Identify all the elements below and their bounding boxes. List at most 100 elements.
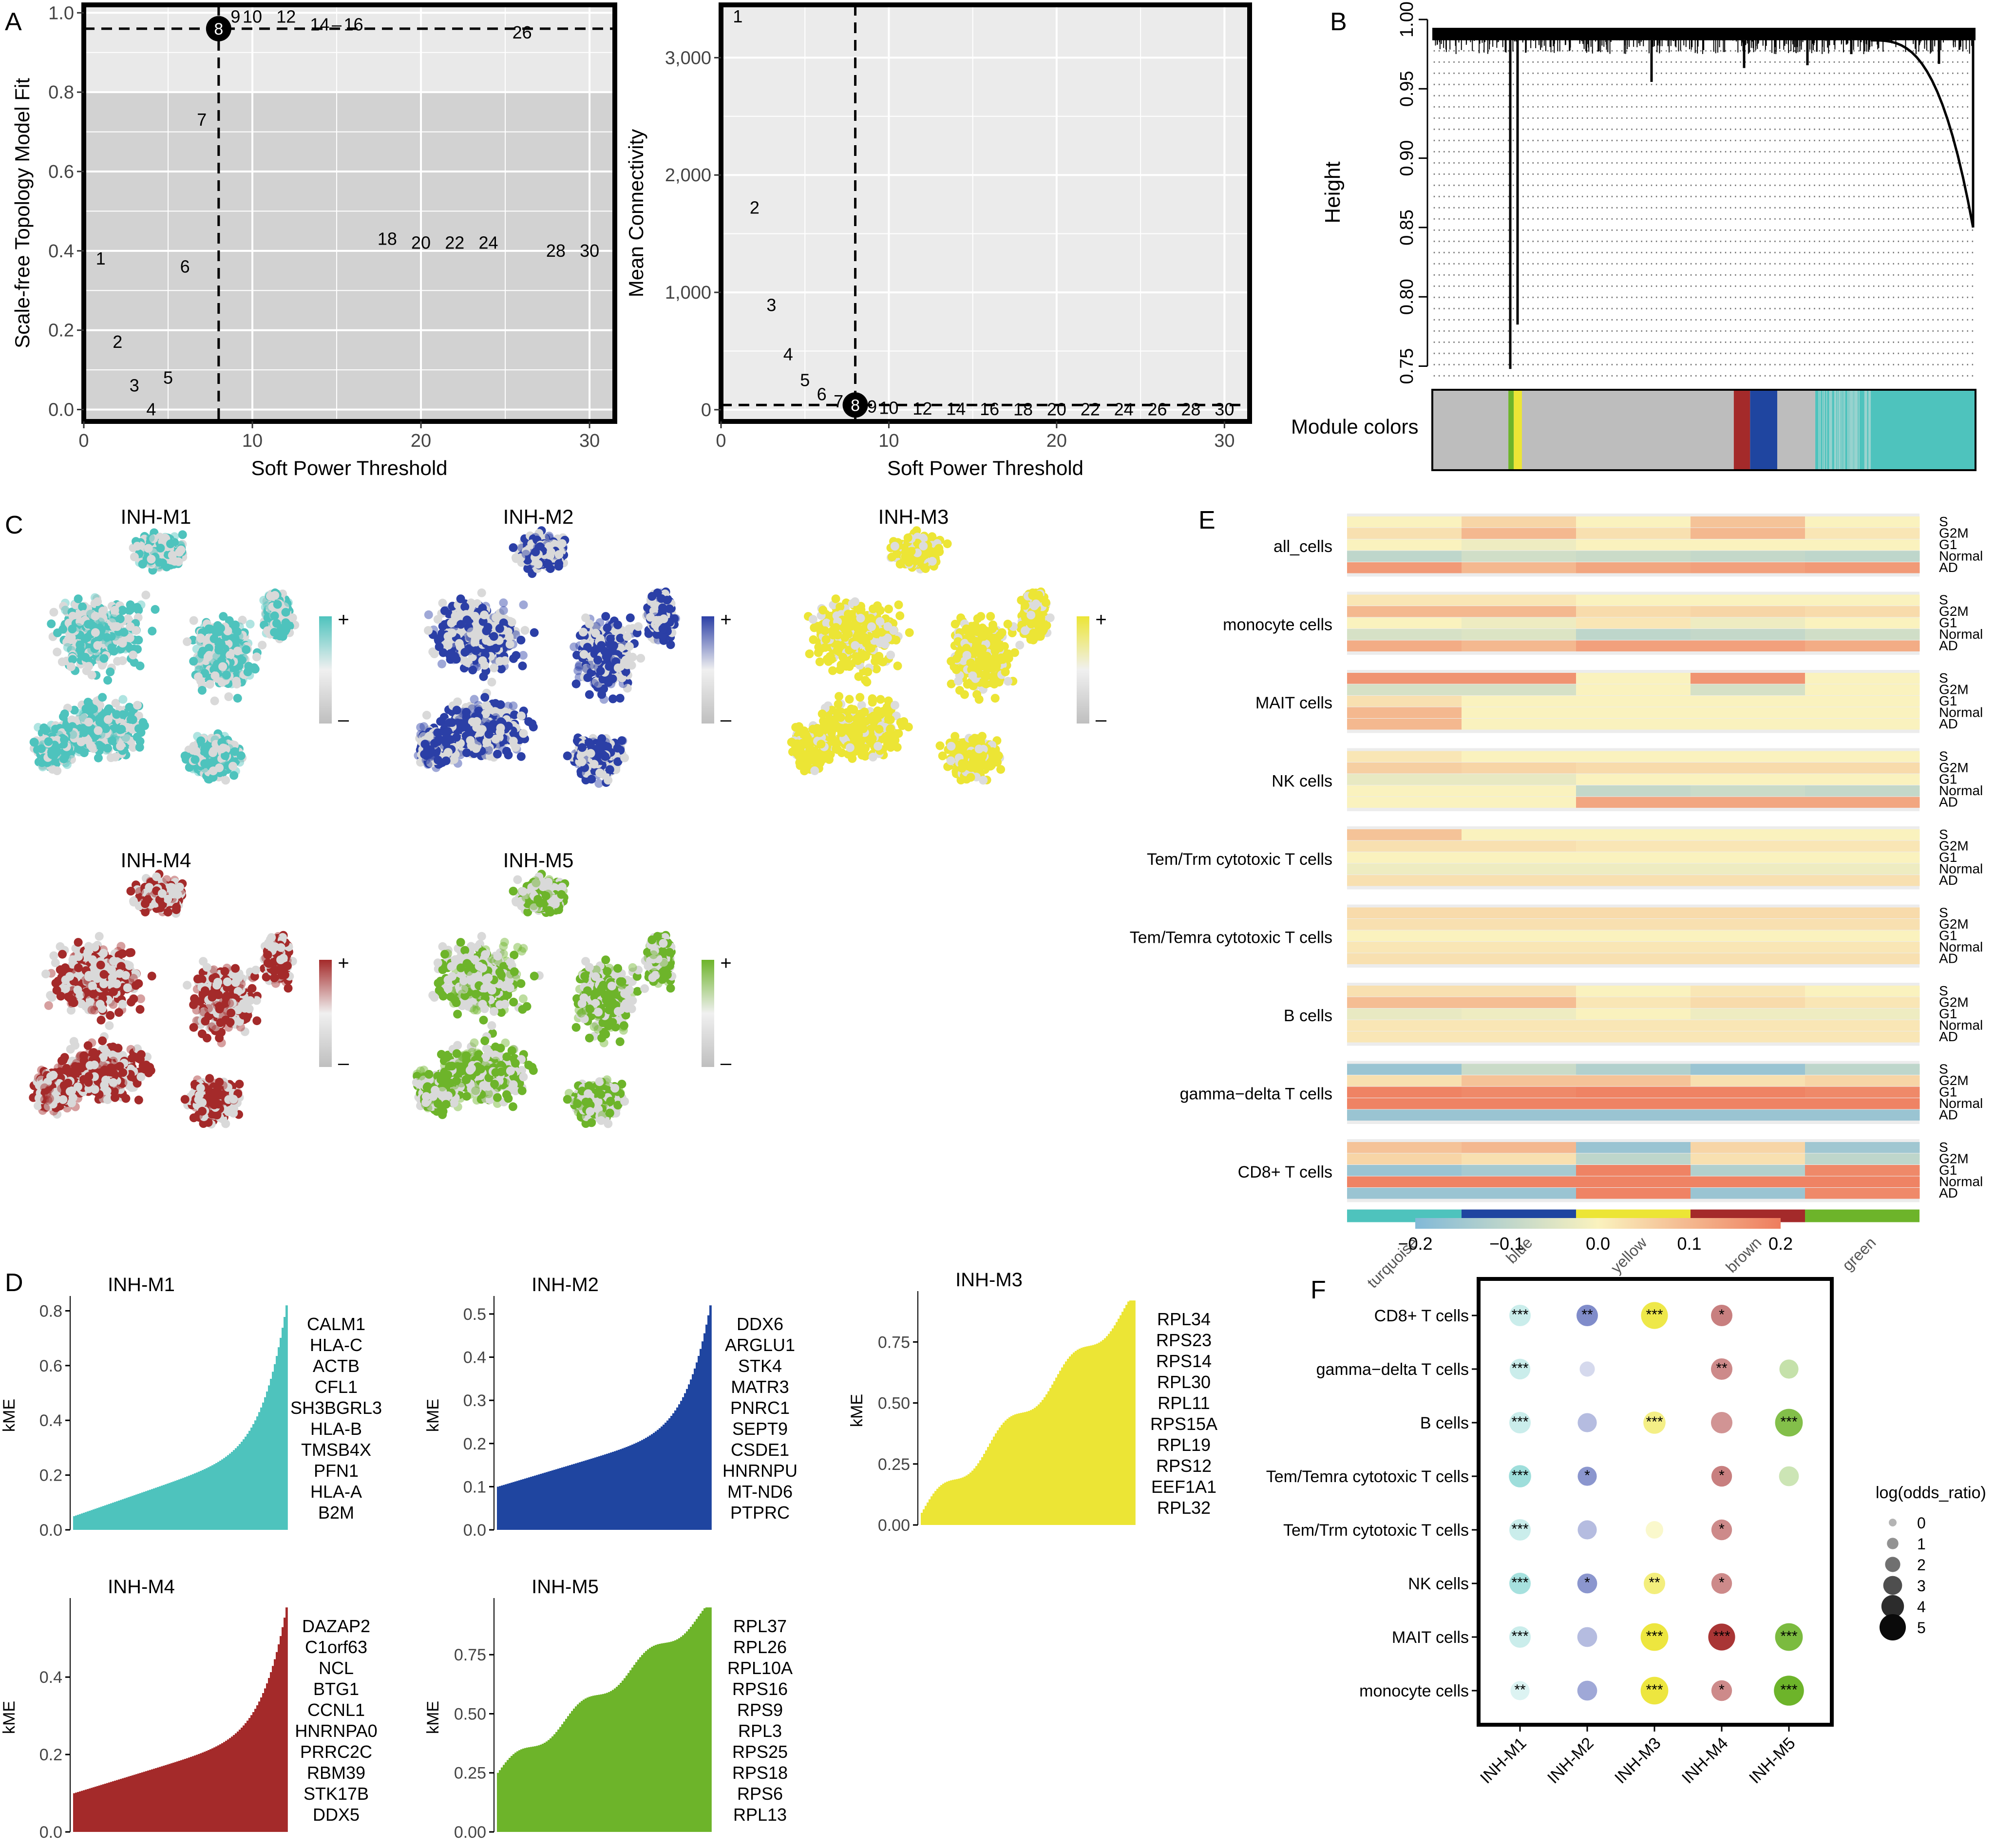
cell-point (78, 602, 87, 611)
y-tick-label: 0.0 (48, 400, 74, 420)
point-label: 4 (146, 400, 156, 419)
cell-point (204, 626, 213, 635)
cell-point (218, 743, 228, 753)
point-label: 10 (243, 6, 262, 26)
cell-point (130, 552, 139, 562)
cell-point (215, 763, 224, 772)
point-label: 16 (980, 399, 999, 419)
cell-point (189, 746, 198, 755)
cell-point (53, 766, 62, 775)
point-label: 6 (180, 256, 190, 276)
x-tick-label: 20 (1046, 431, 1067, 451)
cell-point (166, 539, 175, 549)
cell-point (39, 723, 49, 732)
cell-point (113, 657, 122, 666)
module-color-grey (1777, 390, 1816, 470)
module-color-brown (1733, 390, 1750, 470)
umap-panel-1: INH-M1 + – (29, 505, 349, 785)
point-label: 6 (817, 384, 827, 404)
cell-point (438, 598, 447, 608)
point-label: 22 (445, 233, 464, 253)
dendrogram-branch (1870, 39, 1975, 228)
point-label: 18 (378, 229, 397, 248)
selected-power-marker (206, 16, 231, 41)
y-tick-label: 0.8 (48, 82, 74, 103)
module-color-green (1508, 390, 1514, 470)
cell-point (212, 652, 222, 661)
cell-point (98, 621, 107, 630)
module-color-turquoise (1815, 390, 1976, 470)
y-tick-label: 0.80 (1397, 279, 1417, 315)
cell-point (144, 544, 153, 553)
cell-point (224, 692, 233, 701)
point-label: 1 (96, 248, 106, 268)
cell-point (84, 718, 93, 726)
cell-point (496, 700, 505, 709)
cell-point (424, 626, 433, 635)
y-tick-label: 1,000 (665, 283, 711, 303)
cell-point (60, 735, 69, 744)
point-label: 14 (946, 399, 966, 419)
point-label: 18 (1013, 399, 1033, 419)
y-axis-label: Mean Connectivity (625, 129, 647, 298)
cell-point (81, 653, 90, 662)
cell-point (146, 533, 155, 542)
y-tick-label: 0 (701, 400, 711, 420)
cell-point (617, 736, 627, 745)
point-label: 9 (230, 6, 240, 26)
cell-point (210, 671, 220, 680)
cell-point (133, 542, 142, 551)
cell-point (98, 693, 107, 702)
y-axis-label: Height (1321, 161, 1345, 223)
cell-point (103, 676, 113, 685)
cell-point (135, 661, 145, 670)
cell-point (281, 608, 290, 617)
point-label: 28 (1181, 400, 1200, 419)
point-label: 2 (750, 198, 760, 218)
cell-point (178, 530, 187, 539)
cell-point (422, 710, 431, 720)
cell-point (133, 732, 142, 742)
cell-point (76, 737, 86, 746)
cell-point (112, 710, 121, 719)
cell-point (201, 743, 209, 752)
point-label: 4 (783, 344, 793, 364)
cell-point (516, 752, 526, 761)
cell-point (126, 715, 135, 724)
y-tick-label: 0.4 (48, 241, 74, 262)
point-label: 3 (130, 376, 139, 396)
cell-point (242, 645, 251, 654)
point-label: 24 (478, 233, 498, 253)
cell-point (84, 662, 93, 671)
point-label: 26 (513, 22, 532, 42)
y-tick-label: 0.6 (48, 162, 74, 182)
cell-point (233, 694, 242, 703)
cell-point (68, 625, 77, 633)
cell-point (232, 627, 242, 636)
legend-minus: – (338, 709, 349, 730)
x-tick-label: 30 (1214, 431, 1235, 451)
panel-letter-c: C (5, 511, 23, 539)
cell-point (218, 662, 228, 671)
cell-point (116, 742, 125, 751)
cell-point (83, 698, 93, 707)
cell-point (270, 611, 279, 620)
cell-point (49, 608, 58, 617)
cell-point (499, 606, 508, 615)
point-label: 10 (879, 398, 898, 418)
cell-point (477, 588, 486, 597)
cell-point (232, 676, 241, 686)
cell-point (101, 724, 111, 733)
x-tick-label: 0 (716, 431, 726, 451)
cell-point (246, 619, 255, 629)
cell-point (252, 652, 261, 662)
cell-point (94, 726, 103, 735)
cell-point (636, 654, 646, 663)
module-color-grey (1432, 390, 1509, 470)
y-tick-label: 0.2 (48, 321, 74, 341)
cell-point (115, 614, 125, 624)
panel-letter-d: D (5, 1269, 23, 1297)
point-label: 7 (197, 110, 207, 130)
cell-point (118, 695, 128, 704)
